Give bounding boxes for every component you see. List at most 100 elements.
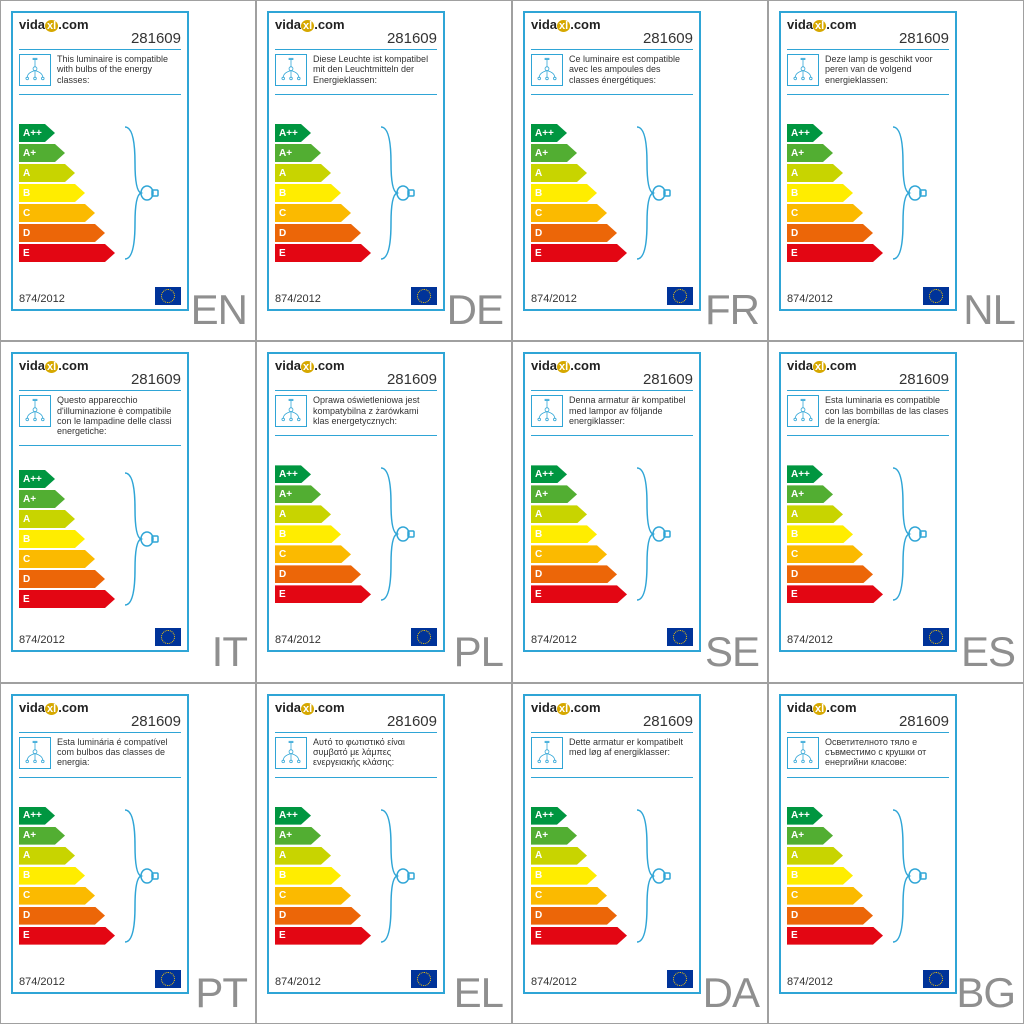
eu-flag-icon bbox=[155, 970, 181, 988]
energy-class-arrow: C bbox=[531, 204, 607, 222]
bracket-bulb-icon bbox=[633, 464, 673, 604]
regulation-number: 874/2012 bbox=[275, 976, 321, 988]
product-code: 281609 bbox=[531, 371, 693, 388]
energy-label-box: vidaxl.com 281609 Deze lamp is geschikt … bbox=[779, 11, 957, 311]
language-code: SE bbox=[705, 628, 759, 676]
eu-flag-icon bbox=[155, 628, 181, 646]
energy-label-cell: vidaxl.com 281609 Dette armatur er kompa… bbox=[512, 683, 768, 1024]
language-code: PT bbox=[195, 969, 247, 1017]
product-code: 281609 bbox=[787, 30, 949, 47]
divider bbox=[531, 390, 693, 391]
description-text: Oprawa oświetleniowa jest kompatybilna z… bbox=[313, 395, 437, 426]
energy-class-arrow: D bbox=[275, 565, 361, 583]
energy-class-arrow: A bbox=[531, 847, 587, 865]
divider bbox=[531, 49, 693, 50]
energy-class-arrow: D bbox=[531, 907, 617, 925]
energy-label-box: vidaxl.com 281609 Diese Leuchte ist komp… bbox=[267, 11, 445, 311]
description-text: Αυτό το φωτιστικό είναι συμβατό με λάμπε… bbox=[313, 737, 437, 768]
regulation-number: 874/2012 bbox=[19, 293, 65, 305]
energy-class-arrow: B bbox=[531, 525, 597, 543]
bracket-bulb-icon bbox=[889, 806, 929, 946]
energy-class-scale: A++A+ABCDE bbox=[19, 470, 115, 608]
product-code: 281609 bbox=[531, 30, 693, 47]
energy-class-arrow: D bbox=[19, 570, 105, 588]
bracket-bulb-icon bbox=[121, 806, 161, 946]
product-code: 281609 bbox=[275, 371, 437, 388]
energy-class-arrow: E bbox=[531, 927, 627, 945]
energy-class-arrow: A+ bbox=[531, 144, 577, 162]
energy-class-arrow: A++ bbox=[275, 124, 311, 142]
energy-class-scale: A++A+ABCDE bbox=[787, 124, 883, 262]
energy-label-box: vidaxl.com 281609 Dette armatur er kompa… bbox=[523, 694, 701, 994]
divider bbox=[787, 732, 949, 733]
energy-class-arrow: A bbox=[275, 847, 331, 865]
energy-class-arrow: A bbox=[787, 505, 843, 523]
luminaire-icon bbox=[531, 737, 563, 769]
bracket-bulb-icon bbox=[633, 806, 673, 946]
energy-class-arrow: A+ bbox=[19, 490, 65, 508]
energy-label-cell: vidaxl.com 281609 This luminaire is comp… bbox=[0, 0, 256, 341]
regulation-number: 874/2012 bbox=[787, 634, 833, 646]
divider bbox=[19, 49, 181, 50]
divider bbox=[787, 777, 949, 778]
regulation-number: 874/2012 bbox=[19, 976, 65, 988]
language-code: EL bbox=[454, 969, 503, 1017]
eu-flag-icon bbox=[923, 970, 949, 988]
description-text: This luminaire is compatible with bulbs … bbox=[57, 54, 181, 85]
energy-label-cell: vidaxl.com 281609 Deze lamp is geschikt … bbox=[768, 0, 1024, 341]
regulation-number: 874/2012 bbox=[275, 293, 321, 305]
energy-class-arrow: E bbox=[275, 585, 371, 603]
energy-class-scale: A++A+ABCDE bbox=[275, 465, 371, 603]
energy-label-cell: vidaxl.com 281609 Esta luminaria es comp… bbox=[768, 341, 1024, 682]
product-code: 281609 bbox=[275, 30, 437, 47]
luminaire-icon bbox=[787, 395, 819, 427]
energy-class-scale: A++A+ABCDE bbox=[19, 124, 115, 262]
energy-label-box: vidaxl.com 281609 Esta luminária é compa… bbox=[11, 694, 189, 994]
energy-class-arrow: A bbox=[19, 164, 75, 182]
description-text: Esta luminaria es compatible con las bom… bbox=[825, 395, 949, 426]
energy-class-arrow: D bbox=[19, 224, 105, 242]
divider bbox=[19, 94, 181, 95]
product-code: 281609 bbox=[787, 371, 949, 388]
energy-class-arrow: A++ bbox=[787, 807, 823, 825]
luminaire-icon bbox=[275, 395, 307, 427]
product-code: 281609 bbox=[19, 371, 181, 388]
energy-label-box: vidaxl.com 281609 This luminaire is comp… bbox=[11, 11, 189, 311]
energy-class-arrow: B bbox=[531, 184, 597, 202]
energy-class-scale: A++A+ABCDE bbox=[275, 124, 371, 262]
energy-label-box: vidaxl.com 281609 Αυτό το φωτιστικό είνα… bbox=[267, 694, 445, 994]
energy-class-arrow: E bbox=[787, 927, 883, 945]
divider bbox=[787, 94, 949, 95]
divider bbox=[531, 94, 693, 95]
description-text: Denna armatur är kompatibel med lampor a… bbox=[569, 395, 693, 426]
energy-class-arrow: E bbox=[787, 585, 883, 603]
energy-class-arrow: A bbox=[275, 164, 331, 182]
energy-class-arrow: A+ bbox=[275, 485, 321, 503]
language-code: NL bbox=[963, 286, 1015, 334]
energy-label-box: vidaxl.com 281609 Denna armatur är kompa… bbox=[523, 352, 701, 652]
eu-flag-icon bbox=[411, 970, 437, 988]
language-code: DE bbox=[447, 286, 503, 334]
energy-class-arrow: B bbox=[787, 525, 853, 543]
energy-class-arrow: C bbox=[19, 204, 95, 222]
energy-class-arrow: A+ bbox=[787, 827, 833, 845]
energy-class-arrow: B bbox=[787, 184, 853, 202]
energy-class-arrow: A bbox=[531, 164, 587, 182]
energy-class-arrow: D bbox=[787, 224, 873, 242]
energy-class-arrow: A+ bbox=[787, 144, 833, 162]
luminaire-icon bbox=[275, 54, 307, 86]
energy-class-arrow: E bbox=[531, 244, 627, 262]
energy-class-arrow: C bbox=[787, 545, 863, 563]
description-text: Esta luminária é compatível com bulbos d… bbox=[57, 737, 181, 768]
energy-class-arrow: A+ bbox=[275, 827, 321, 845]
energy-class-arrow: D bbox=[19, 907, 105, 925]
energy-label-cell: vidaxl.com 281609 Αυτό το φωτιστικό είνα… bbox=[256, 683, 512, 1024]
language-code: ES bbox=[961, 628, 1015, 676]
description-text: Ce luminaire est compatible avec les amp… bbox=[569, 54, 693, 85]
divider bbox=[19, 732, 181, 733]
eu-flag-icon bbox=[923, 628, 949, 646]
regulation-number: 874/2012 bbox=[531, 634, 577, 646]
energy-class-scale: A++A+ABCDE bbox=[787, 465, 883, 603]
energy-class-arrow: A++ bbox=[19, 807, 55, 825]
luminaire-icon bbox=[19, 737, 51, 769]
